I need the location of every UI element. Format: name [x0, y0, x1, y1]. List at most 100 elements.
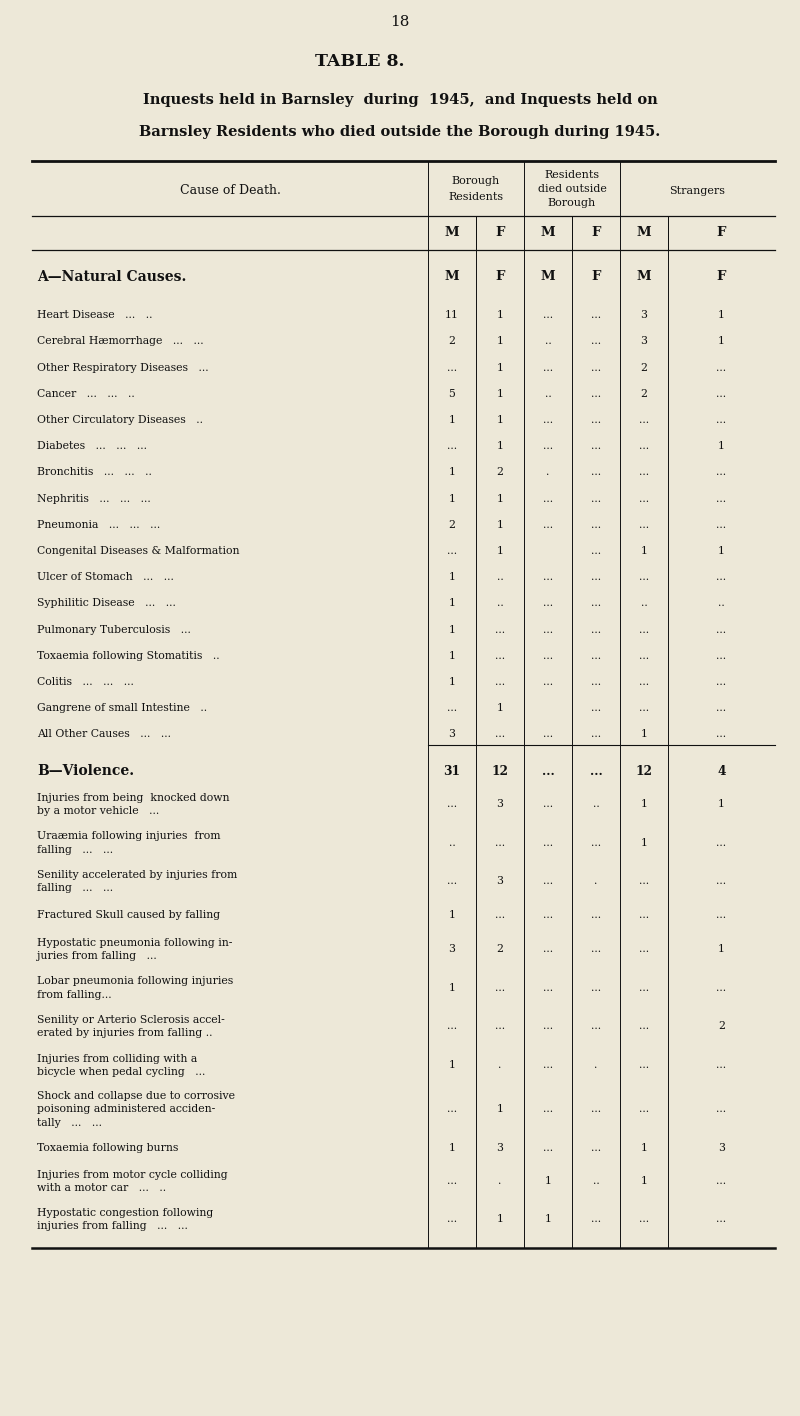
Text: ...: ... [495, 624, 505, 634]
Text: ..: .. [449, 838, 455, 848]
Text: ...: ... [447, 1104, 457, 1114]
Text: ...: ... [543, 677, 553, 687]
Text: .: . [594, 877, 598, 886]
Text: M: M [637, 227, 651, 239]
Text: ...: ... [591, 389, 601, 399]
Text: ...: ... [717, 572, 726, 582]
Text: ...: ... [717, 983, 726, 993]
Text: 1: 1 [718, 337, 725, 347]
Text: poisoning administered acciden-: poisoning administered acciden- [37, 1104, 215, 1114]
Text: Colitis   ...   ...   ...: Colitis ... ... ... [37, 677, 134, 687]
Text: ...: ... [591, 494, 601, 504]
Text: 1: 1 [718, 442, 725, 452]
Text: ...: ... [591, 442, 601, 452]
Text: Lobar pneumonia following injuries: Lobar pneumonia following injuries [37, 976, 234, 986]
Text: Borough: Borough [452, 176, 500, 185]
Text: 1: 1 [449, 467, 455, 477]
Text: 1: 1 [449, 1061, 455, 1070]
Text: M: M [541, 270, 555, 283]
Text: ...: ... [543, 838, 553, 848]
Text: 1: 1 [497, 389, 503, 399]
Text: 1: 1 [497, 310, 503, 320]
Text: ...: ... [717, 910, 726, 920]
Text: Residents: Residents [449, 193, 503, 202]
Text: ...: ... [543, 944, 553, 954]
Text: 1: 1 [497, 494, 503, 504]
Text: 1: 1 [718, 547, 725, 556]
Text: ...: ... [447, 1021, 457, 1031]
Text: 5: 5 [449, 389, 455, 399]
Text: ...: ... [542, 765, 554, 777]
Text: died outside: died outside [538, 184, 606, 194]
Text: F: F [495, 270, 505, 283]
Text: Diabetes   ...   ...   ...: Diabetes ... ... ... [37, 442, 147, 452]
Text: ...: ... [543, 1061, 553, 1070]
Text: 1: 1 [449, 624, 455, 634]
Text: ...: ... [591, 944, 601, 954]
Text: ...: ... [591, 838, 601, 848]
Text: ...: ... [591, 729, 601, 739]
Text: 1: 1 [449, 415, 455, 425]
Text: 3: 3 [449, 944, 455, 954]
Text: ...: ... [543, 1021, 553, 1031]
Text: 1: 1 [497, 337, 503, 347]
Text: ...: ... [717, 494, 726, 504]
Text: ...: ... [717, 677, 726, 687]
Text: Borough: Borough [548, 198, 596, 208]
Text: 3: 3 [497, 1143, 503, 1154]
Text: ...: ... [495, 677, 505, 687]
Text: ...: ... [717, 729, 726, 739]
Text: Shock and collapse due to corrosive: Shock and collapse due to corrosive [37, 1090, 235, 1100]
Text: 1: 1 [449, 677, 455, 687]
Text: ..: .. [545, 389, 551, 399]
Text: falling   ...   ...: falling ... ... [37, 845, 113, 855]
Text: from falling...: from falling... [37, 990, 112, 1000]
Text: ...: ... [717, 389, 726, 399]
Text: Uraæmia following injuries  from: Uraæmia following injuries from [37, 831, 221, 841]
Text: ...: ... [447, 877, 457, 886]
Text: ...: ... [639, 1021, 649, 1031]
Text: ...: ... [543, 415, 553, 425]
Text: Cancer   ...   ...   ..: Cancer ... ... .. [37, 389, 134, 399]
Text: ...: ... [543, 910, 553, 920]
Text: Heart Disease   ...   ..: Heart Disease ... .. [37, 310, 153, 320]
Text: ...: ... [590, 765, 602, 777]
Text: 1: 1 [641, 800, 647, 810]
Text: Pneumonia   ...   ...   ...: Pneumonia ... ... ... [37, 520, 160, 530]
Text: 1: 1 [449, 572, 455, 582]
Text: 1: 1 [497, 362, 503, 372]
Text: by a motor vehicle   ...: by a motor vehicle ... [37, 806, 159, 816]
Text: Nephritis   ...   ...   ...: Nephritis ... ... ... [37, 494, 150, 504]
Text: 1: 1 [641, 547, 647, 556]
Text: with a motor car   ...   ..: with a motor car ... .. [37, 1184, 166, 1194]
Text: ...: ... [591, 547, 601, 556]
Text: F: F [495, 227, 505, 239]
Text: ..: .. [545, 337, 551, 347]
Text: ...: ... [447, 704, 457, 714]
Text: 1: 1 [641, 1143, 647, 1154]
Text: ...: ... [447, 800, 457, 810]
Text: ...: ... [591, 467, 601, 477]
Text: 1: 1 [449, 494, 455, 504]
Text: injuries from falling   ...   ...: injuries from falling ... ... [37, 1221, 188, 1231]
Text: ..: .. [593, 1177, 599, 1187]
Text: ...: ... [591, 362, 601, 372]
Text: ...: ... [717, 838, 726, 848]
Text: ...: ... [717, 467, 726, 477]
Text: 1: 1 [545, 1177, 551, 1187]
Text: ...: ... [495, 1021, 505, 1031]
Text: Injuries from motor cycle colliding: Injuries from motor cycle colliding [37, 1170, 228, 1180]
Text: ...: ... [591, 677, 601, 687]
Text: ...: ... [543, 877, 553, 886]
Text: .: . [498, 1061, 502, 1070]
Text: ...: ... [591, 1215, 601, 1225]
Text: 12: 12 [491, 765, 509, 777]
Text: 1: 1 [449, 651, 455, 661]
Text: ...: ... [543, 729, 553, 739]
Text: ...: ... [717, 1177, 726, 1187]
Text: 1: 1 [641, 838, 647, 848]
Text: ...: ... [717, 520, 726, 530]
Text: 2: 2 [718, 1021, 725, 1031]
Text: F: F [717, 270, 726, 283]
Text: 1: 1 [497, 520, 503, 530]
